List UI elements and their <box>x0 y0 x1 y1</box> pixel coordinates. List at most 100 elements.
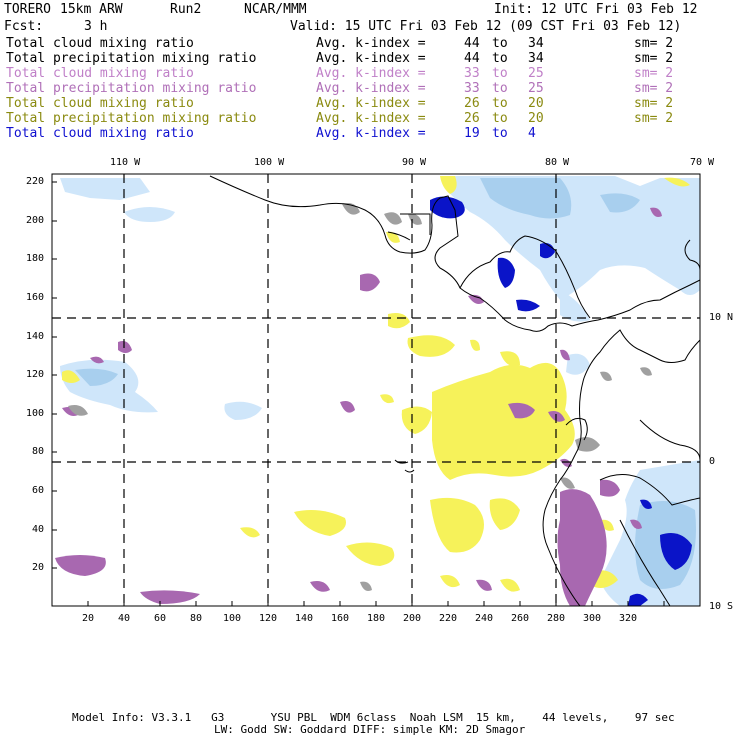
init-time: Init: 12 UTC Fri 03 Feb 12 <box>494 2 698 17</box>
x-tick-label: 160 <box>331 613 350 624</box>
lat-label: 10 S <box>709 601 734 612</box>
legend-from: 19 <box>464 126 480 141</box>
legend-sm: sm= 2 <box>634 51 674 66</box>
valid-time: Valid: 15 UTC Fri 03 Feb 12 (09 CST Fri … <box>290 19 682 34</box>
y-tick-label: 80 <box>32 446 45 457</box>
cloud-dark-areas <box>430 196 692 606</box>
y-tick-label: 60 <box>32 485 45 496</box>
legend-row: Total cloud mixing ratio Avg. k-index = … <box>6 126 706 141</box>
x-tick-label: 240 <box>475 613 494 624</box>
legend-to: 34 <box>528 36 544 51</box>
legend-to: 4 <box>528 126 536 141</box>
y-tick-label: 160 <box>26 292 45 303</box>
model-name: TORERO <box>4 2 51 17</box>
lon-label: 80 W <box>545 157 570 168</box>
gray-areas <box>68 203 652 591</box>
legend-sm: sm= 2 <box>634 36 674 51</box>
y-tick-label: 220 <box>26 176 45 187</box>
x-tick-label: 260 <box>511 613 530 624</box>
x-tick-label: 20 <box>82 613 95 624</box>
legend-kindex: Avg. k-index = <box>316 96 426 111</box>
y-tick-label: 20 <box>32 562 45 573</box>
legend-to-word: to <box>492 111 508 126</box>
legend-from: 33 <box>464 66 480 81</box>
legend-from: 44 <box>464 51 480 66</box>
legend-row: Total cloud mixing ratio Avg. k-index = … <box>6 66 706 81</box>
lat-label: 10 N <box>709 312 734 323</box>
x-tick-label: 180 <box>367 613 386 624</box>
legend-row: Total cloud mixing ratio Avg. k-index = … <box>6 96 706 111</box>
y-tick-label: 120 <box>26 369 45 380</box>
legend-field: Total cloud mixing ratio <box>6 36 194 51</box>
legend-row: Total precipitation mixing ratio Avg. k-… <box>6 111 706 126</box>
legend-kindex: Avg. k-index = <box>316 111 426 126</box>
legend-to: 25 <box>528 81 544 96</box>
legend-field: Total cloud mixing ratio <box>6 66 194 81</box>
y-tick-label: 180 <box>26 253 45 264</box>
physics-info: LW: Godd SW: Goddard DIFF: simple KM: 2D… <box>214 723 526 736</box>
legend-row: Total precipitation mixing ratio Avg. k-… <box>6 51 706 66</box>
legend-kindex: Avg. k-index = <box>316 51 426 66</box>
y-tick-label: 140 <box>26 331 45 342</box>
x-tick-label: 320 <box>619 613 638 624</box>
model-info: Model Info: V3.3.1 G3 YSU PBL WDM 6class… <box>72 711 675 724</box>
lat-lon-grid <box>52 174 700 606</box>
x-tick-label: 220 <box>439 613 458 624</box>
legend-field: Total precipitation mixing ratio <box>6 81 257 96</box>
legend-from: 26 <box>464 111 480 126</box>
org-label: NCAR/MMM <box>244 2 307 17</box>
legend-to: 20 <box>528 96 544 111</box>
legend-sm: sm= 2 <box>634 66 674 81</box>
legend-row: Total precipitation mixing ratio Avg. k-… <box>6 81 706 96</box>
purple-areas <box>55 207 662 606</box>
yellow-areas <box>62 176 690 592</box>
run-label: Run2 <box>170 2 202 17</box>
legend-field: Total precipitation mixing ratio <box>6 111 257 126</box>
legend-sm: sm= 2 <box>634 81 674 96</box>
legend-kindex: Avg. k-index = <box>316 126 426 141</box>
legend-kindex: Avg. k-index = <box>316 36 426 51</box>
legend-from: 26 <box>464 96 480 111</box>
x-tick-label: 200 <box>403 613 422 624</box>
legend-row: Total cloud mixing ratio Avg. k-index = … <box>6 36 706 51</box>
x-tick-label: 100 <box>223 613 242 624</box>
x-tick-label: 120 <box>259 613 278 624</box>
x-tick-label: 80 <box>190 613 203 624</box>
legend-to-word: to <box>492 96 508 111</box>
legend-to: 34 <box>528 51 544 66</box>
legend-to-word: to <box>492 36 508 51</box>
legend-from: 33 <box>464 81 480 96</box>
legend-sm: sm= 2 <box>634 96 674 111</box>
y-tick-label: 40 <box>32 524 45 535</box>
x-tick-label: 280 <box>547 613 566 624</box>
legend-to-word: to <box>492 51 508 66</box>
legend-field: Total precipitation mixing ratio <box>6 51 257 66</box>
legend-field: Total cloud mixing ratio <box>6 96 194 111</box>
legend-field: Total cloud mixing ratio <box>6 126 194 141</box>
x-tick-label: 140 <box>295 613 314 624</box>
lon-label: 90 W <box>402 157 427 168</box>
fcst-label: Fcst: <box>4 19 44 34</box>
legend-kindex: Avg. k-index = <box>316 66 426 81</box>
x-tick-label: 300 <box>583 613 602 624</box>
y-tick-label: 200 <box>26 215 45 226</box>
legend-from: 44 <box>464 36 480 51</box>
legend-sm: sm= 2 <box>634 111 674 126</box>
legend-to: 20 <box>528 111 544 126</box>
legend-to: 25 <box>528 66 544 81</box>
y-tick-label: 100 <box>26 408 45 419</box>
lat-label: 0 <box>709 456 716 467</box>
lon-label: 100 W <box>254 157 285 168</box>
fcst-value: 3 h <box>84 19 108 34</box>
lon-label: 110 W <box>110 157 141 168</box>
legend-to-word: to <box>492 66 508 81</box>
x-tick-label: 40 <box>118 613 131 624</box>
x-tick-label: 60 <box>154 613 167 624</box>
lon-label: 70 W <box>690 157 715 168</box>
legend-to-word: to <box>492 126 508 141</box>
legend-kindex: Avg. k-index = <box>316 81 426 96</box>
axis-ticks <box>52 181 665 606</box>
legend-to-word: to <box>492 81 508 96</box>
coastlines <box>209 175 701 607</box>
